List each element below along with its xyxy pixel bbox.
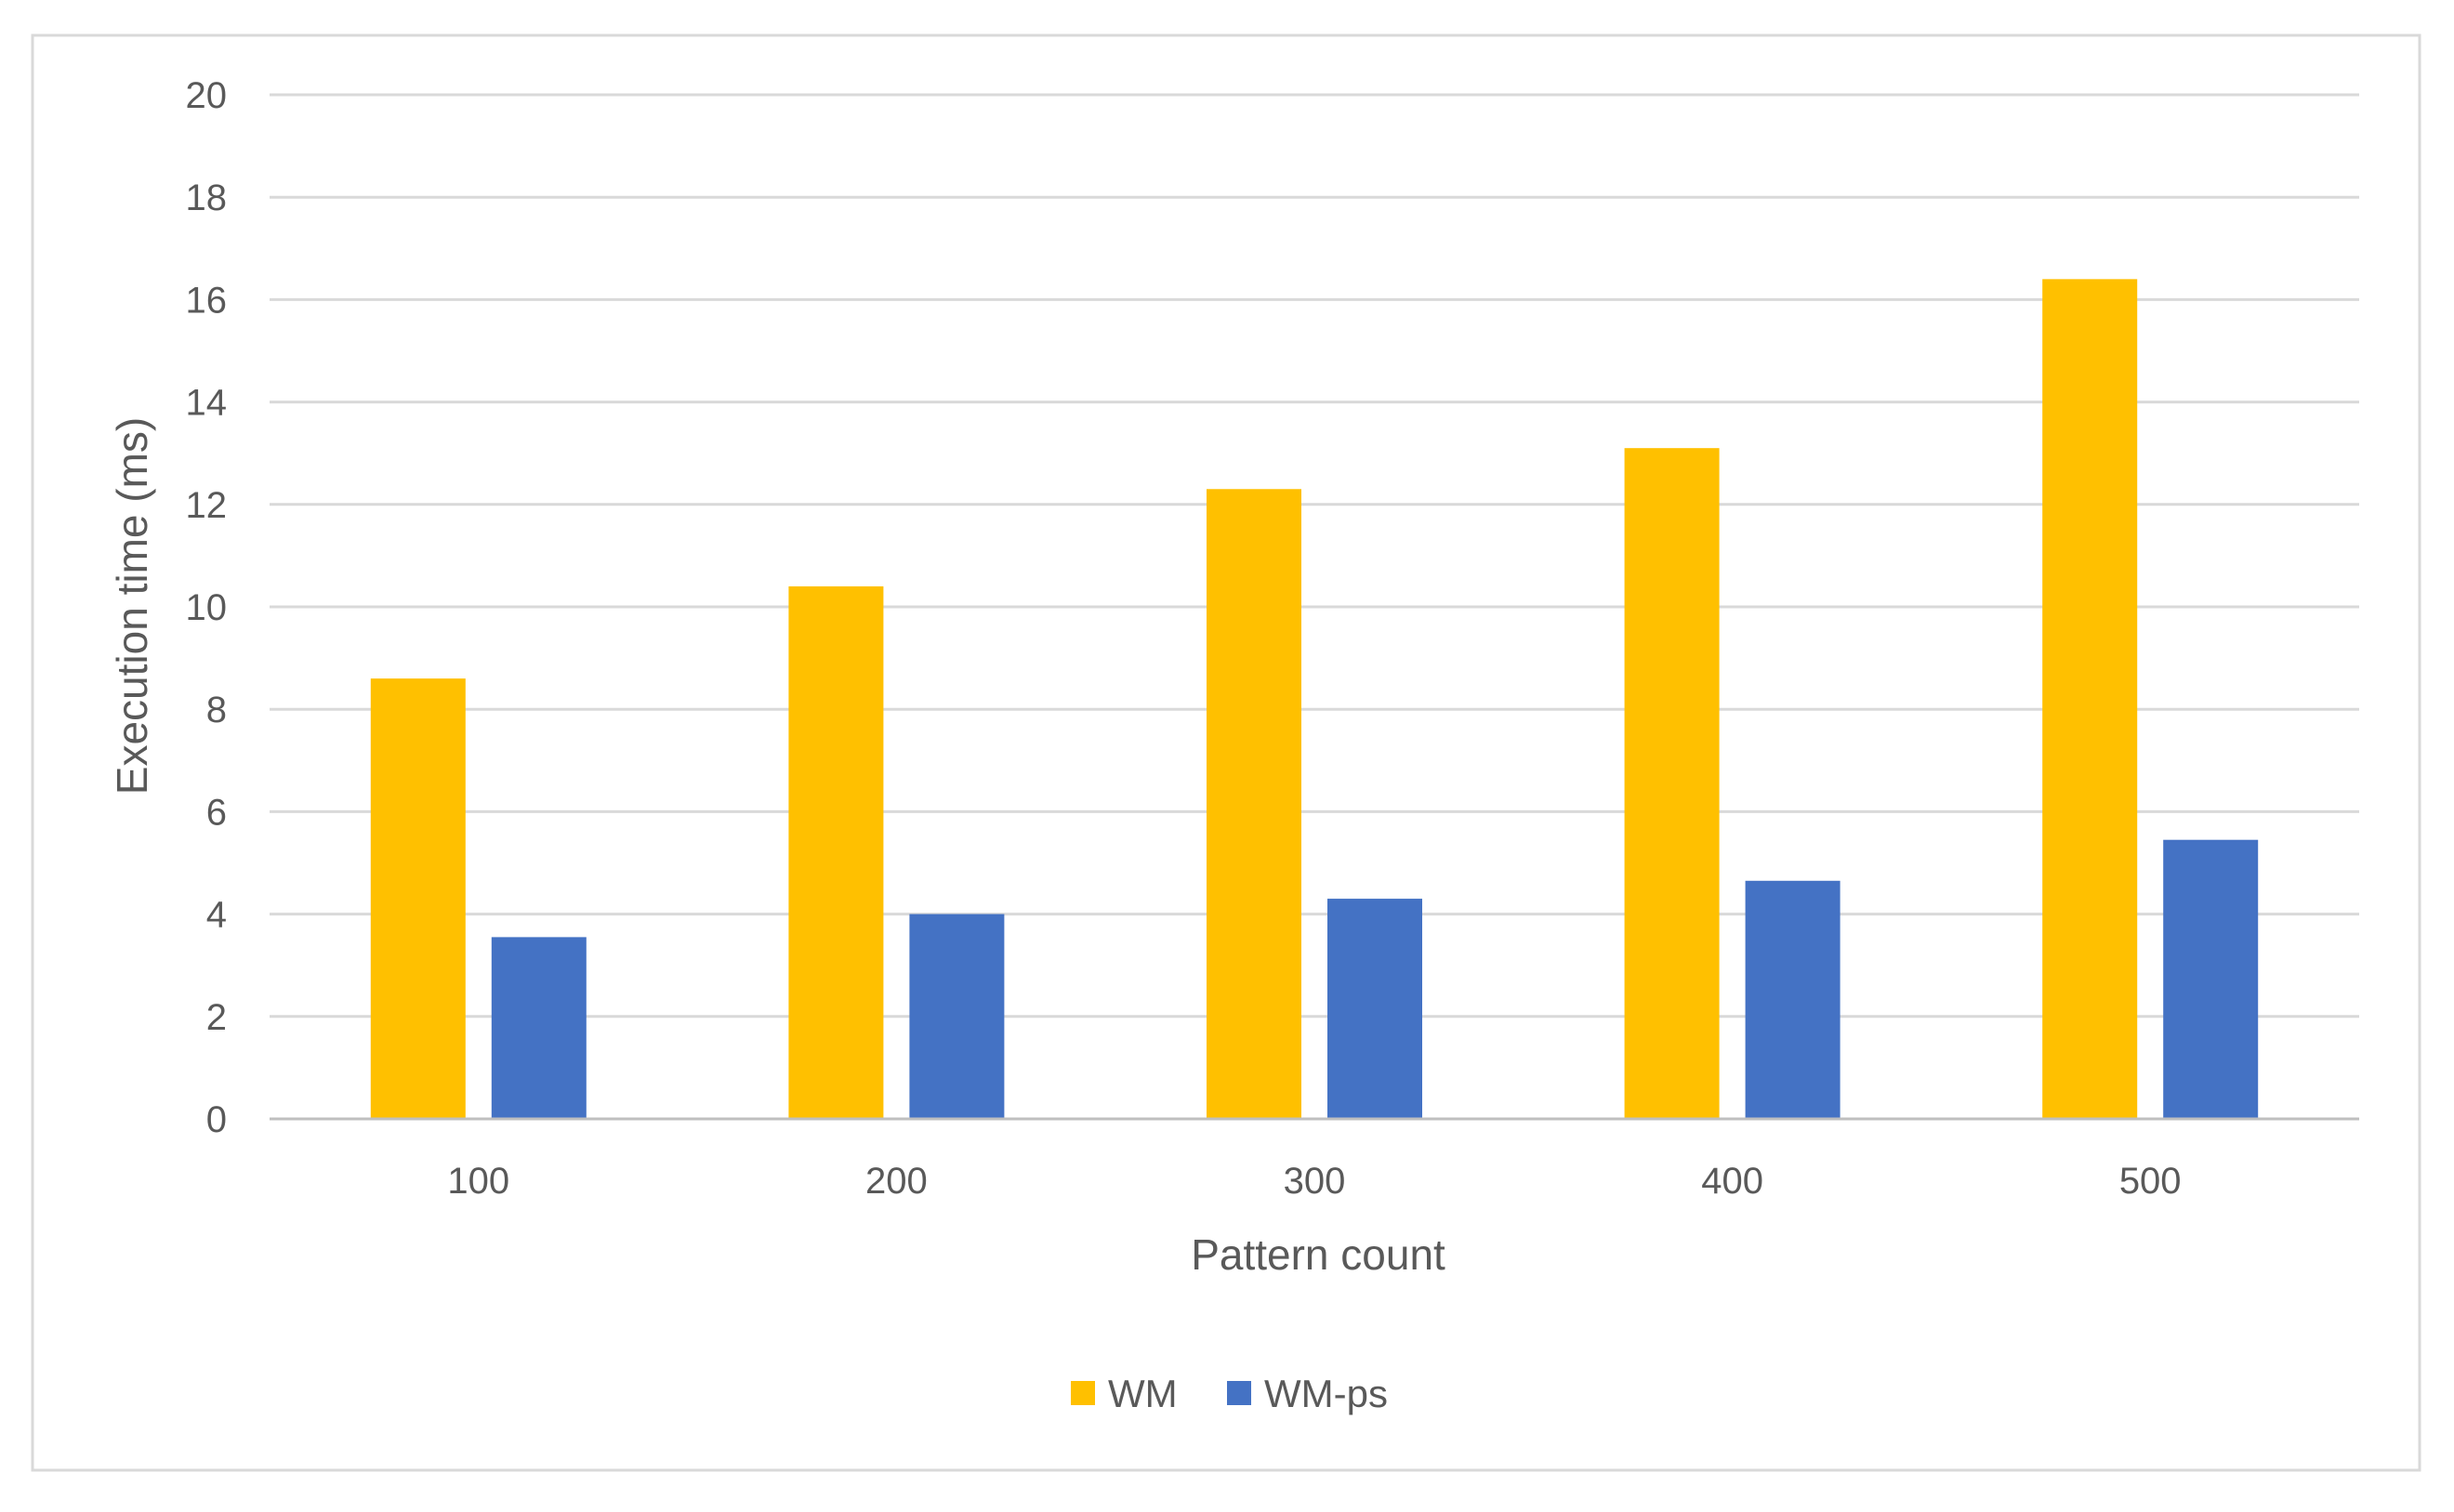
- bar-wm-ps-200: [909, 914, 1005, 1119]
- y-tick-label: 18: [186, 177, 228, 218]
- x-tick-label: 400: [1701, 1161, 1763, 1202]
- bars: [370, 279, 2259, 1119]
- legend-label: WM-ps: [1264, 1372, 1388, 1415]
- legend-item-wm-ps: WM-ps: [1227, 1372, 1388, 1415]
- y-axis-title: Execution time (ms): [108, 417, 156, 795]
- y-tick-label: 4: [206, 895, 227, 936]
- x-tick-label: 100: [447, 1161, 509, 1202]
- bar-wm-500: [2042, 279, 2138, 1119]
- bar-wm-400: [1624, 448, 1720, 1119]
- x-axis-title: Pattern count: [1191, 1230, 1445, 1279]
- bar-wm-100: [370, 678, 466, 1119]
- y-tick-label: 16: [186, 280, 228, 321]
- bar-wm-ps-100: [491, 937, 587, 1119]
- legend-label: WM: [1108, 1372, 1178, 1415]
- legend-swatch: [1227, 1381, 1251, 1405]
- y-tick-label: 0: [206, 1099, 227, 1140]
- legend-swatch: [1071, 1381, 1095, 1405]
- y-tick-label: 14: [186, 383, 228, 424]
- y-axis-tick-labels: 0 2 4 6 8 10 12 14 16 18 20: [186, 75, 228, 1140]
- y-tick-label: 6: [206, 792, 227, 833]
- bar-wm-ps-400: [1745, 880, 1840, 1119]
- bar-wm-ps-500: [2163, 839, 2259, 1119]
- x-tick-label: 200: [865, 1161, 928, 1202]
- y-tick-label: 8: [206, 690, 227, 730]
- y-tick-label: 12: [186, 485, 228, 526]
- bar-wm-200: [788, 585, 884, 1119]
- bar-wm-300: [1207, 489, 1301, 1119]
- bar-wm-ps-300: [1327, 899, 1422, 1119]
- x-tick-label: 500: [2119, 1161, 2182, 1202]
- y-tick-label: 10: [186, 587, 228, 628]
- legend: WM WM-ps: [1071, 1372, 1388, 1415]
- x-tick-label: 300: [1284, 1161, 1346, 1202]
- legend-item-wm: WM: [1071, 1372, 1178, 1415]
- x-axis-tick-labels: 100 200 300 400 500: [447, 1161, 2181, 1202]
- y-tick-label: 2: [206, 997, 227, 1038]
- y-tick-label: 20: [186, 75, 228, 116]
- gridlines: [270, 93, 2359, 1019]
